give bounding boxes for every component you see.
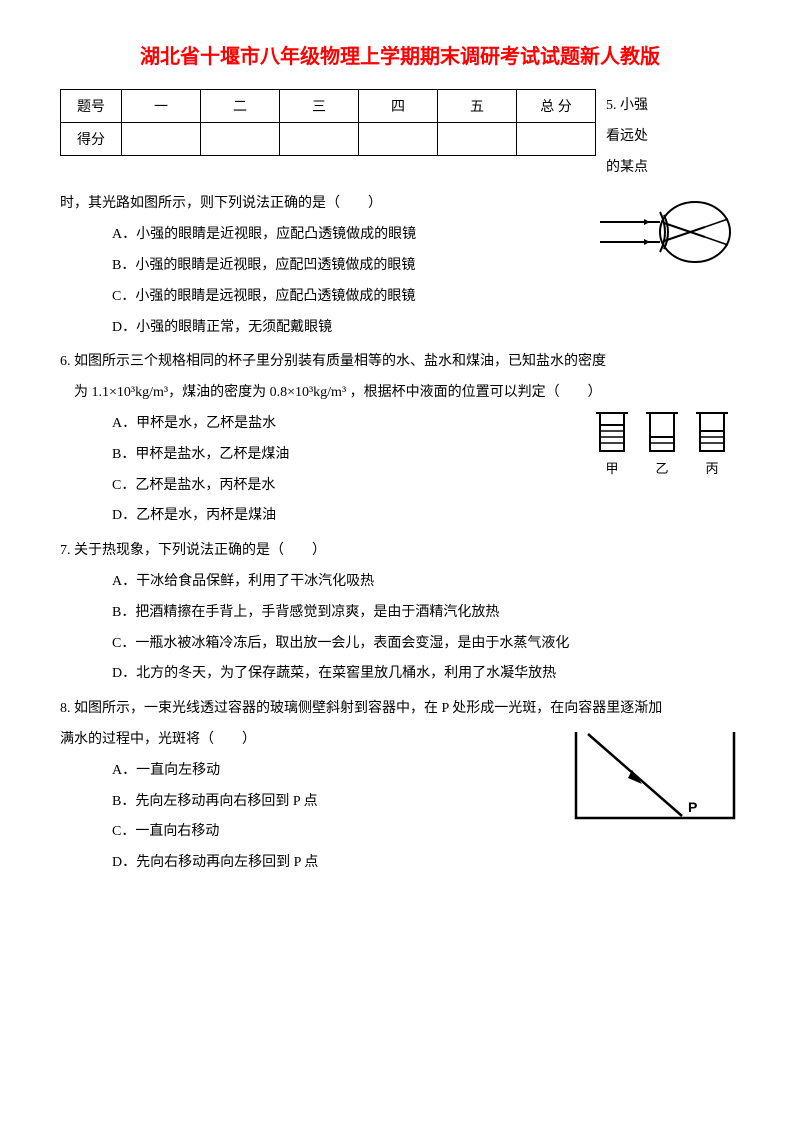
page-title: 湖北省十堰市八年级物理上学期期末调研考试试题新人教版	[60, 40, 740, 69]
q7-opt-d: D．北方的冬天，为了保存蔬菜，在菜窖里放几桶水，利用了水凝华放热	[60, 659, 740, 690]
th-total: 总 分	[517, 90, 596, 123]
td-3	[280, 123, 359, 156]
table-row: 题号 一 二 三 四 五 总 分	[61, 90, 596, 123]
side-line-2: 看远处	[606, 122, 648, 153]
point-p-label: P	[688, 799, 697, 815]
td-4	[359, 123, 438, 156]
th-1: 一	[122, 90, 201, 123]
q7-opt-b: B．把酒精擦在手背上，手背感觉到凉爽，是由于酒精汽化放热	[60, 598, 740, 629]
th-3: 三	[280, 90, 359, 123]
q7-stem: 7. 关于热现象，下列说法正确的是（ ）	[60, 536, 740, 567]
cup-label-jia: 甲	[594, 455, 630, 484]
score-table: 题号 一 二 三 四 五 总 分 得分	[60, 89, 596, 156]
th-2: 二	[201, 90, 280, 123]
cup-bing-icon	[694, 409, 730, 455]
q8-opt-d: D．先向右移动再向左移回到 P 点	[60, 848, 740, 879]
td-2	[201, 123, 280, 156]
side-line-3: 的某点	[606, 153, 648, 184]
q7-opt-c: C．一瓶水被冰箱冷冻后，取出放一会儿，表面会变湿，是由于水蒸气液化	[60, 629, 740, 660]
container-diagram-icon: P	[570, 726, 740, 826]
q7-opt-a: A．干冰给食品保鲜，利用了干冰汽化吸热	[60, 567, 740, 598]
cup-label-yi: 乙	[644, 455, 680, 484]
th-5: 五	[438, 90, 517, 123]
cups-diagram: 甲 乙	[594, 409, 730, 484]
q5-opt-c: C．小强的眼睛是远视眼，应配凸透镜做成的眼镜	[60, 282, 740, 313]
eye-diagram-icon	[600, 197, 740, 267]
side-line-1: 5. 小强	[606, 91, 648, 122]
table-row: 得分	[61, 123, 596, 156]
th-label: 题号	[61, 90, 122, 123]
q6-stem-1: 6. 如图所示三个规格相同的杯子里分别装有质量相等的水、盐水和煤油，已知盐水的密…	[60, 347, 740, 378]
cup-label-bing: 丙	[694, 455, 730, 484]
td-5	[438, 123, 517, 156]
cup-yi-icon	[644, 409, 680, 455]
q6-opt-d: D．乙杯是水，丙杯是煤油	[60, 501, 740, 532]
cup-jia-icon	[594, 409, 630, 455]
td-label: 得分	[61, 123, 122, 156]
q6-stem-2: 为 1.1×10³kg/m³，煤油的密度为 0.8×10³kg/m³ ，根据杯中…	[60, 378, 740, 409]
td-1	[122, 123, 201, 156]
th-4: 四	[359, 90, 438, 123]
td-total	[517, 123, 596, 156]
q8-stem-1: 8. 如图所示，一束光线透过容器的玻璃侧壁斜射到容器中，在 P 处形成一光斑，在…	[60, 694, 740, 725]
q5-opt-d: D．小强的眼睛正常，无须配戴眼镜	[60, 313, 740, 344]
